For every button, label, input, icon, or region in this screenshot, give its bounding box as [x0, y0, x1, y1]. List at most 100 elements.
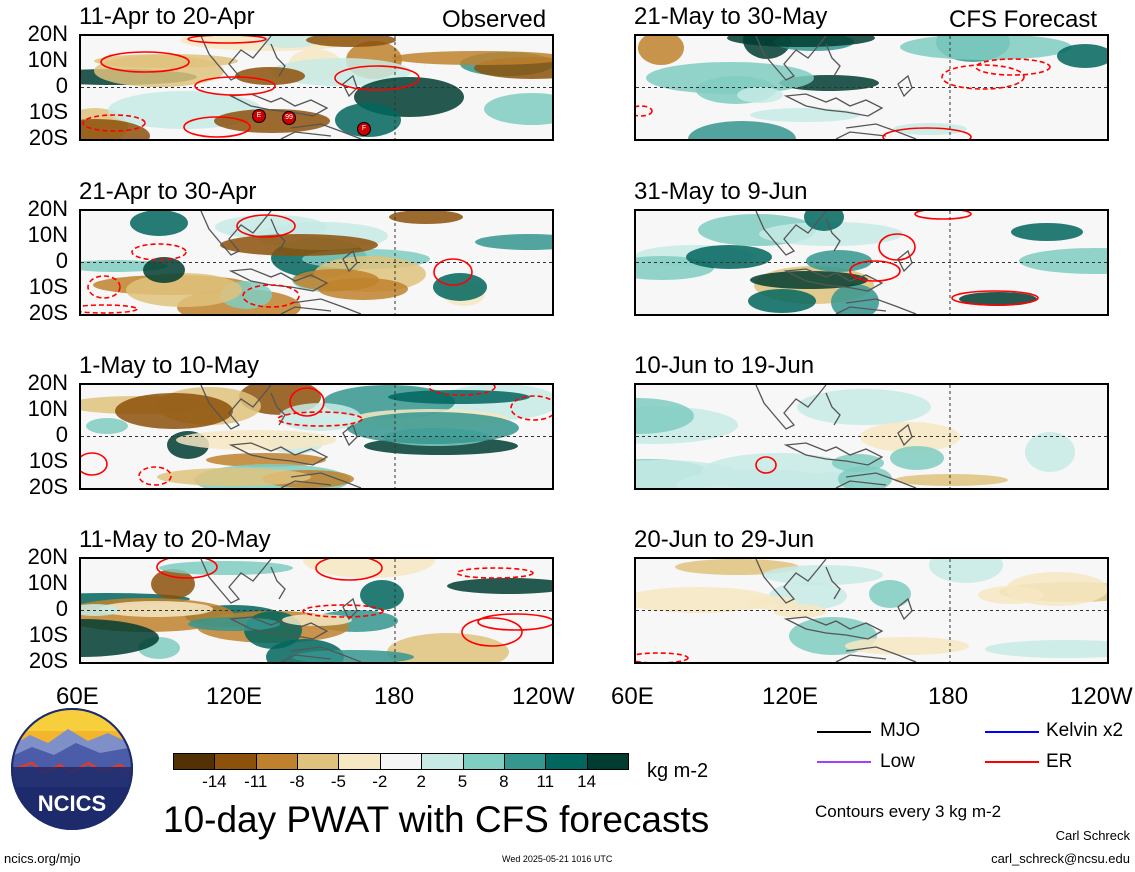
- coastline: [755, 211, 917, 314]
- colorbar-cell: [462, 753, 505, 770]
- lon-label: 120E: [762, 683, 819, 710]
- colorbar-units: kg m-2: [647, 760, 709, 782]
- colorbar-cell: [586, 753, 629, 770]
- lon-label: 120W: [1070, 683, 1133, 710]
- er-contour: [236, 214, 296, 238]
- pwat-anomaly-region: [143, 257, 185, 283]
- pwat-anomaly-region: [292, 650, 414, 662]
- er-contour: [428, 385, 496, 396]
- er-contour: [636, 105, 653, 117]
- pwat-anomaly-region: [86, 418, 128, 434]
- pwat-anomaly-region: [1019, 248, 1107, 274]
- tropical-cyclone-marker: E: [252, 109, 266, 123]
- colorbar-cell: [214, 753, 257, 770]
- coastline: [200, 559, 362, 662]
- lat-label: 20N: [27, 196, 68, 221]
- coastline: [200, 385, 362, 488]
- lat-label: 0: [55, 422, 68, 447]
- panel-title: 10-Jun to 19-Jun: [634, 352, 815, 379]
- lat-label: 20S: [28, 125, 68, 150]
- colorbar-cell: [379, 753, 423, 770]
- pwat-anomaly-region: [81, 619, 159, 657]
- pwat-anomaly-region: [831, 284, 879, 314]
- forecast-map-panel: [634, 209, 1109, 316]
- er-contour: [951, 290, 1039, 306]
- colorbar-tick-label: -8: [289, 772, 305, 791]
- panel-title: 31-May to 9-Jun: [634, 178, 808, 205]
- pwat-anomaly-region: [638, 36, 684, 65]
- pwat-anomaly-region: [748, 289, 816, 313]
- coastline: [755, 36, 917, 139]
- pwat-anomaly-region: [893, 123, 967, 135]
- tropical-cyclone-marker: F: [357, 122, 371, 136]
- legend-label: ER: [1046, 751, 1073, 772]
- logo-text: NCICS: [38, 791, 106, 816]
- lat-label: 10S: [28, 99, 68, 124]
- pwat-anomaly-region: [115, 393, 233, 429]
- pwat-anomaly-region: [894, 474, 1008, 486]
- lat-label: 10S: [28, 274, 68, 299]
- coastline: [200, 211, 362, 314]
- observed-label: Observed: [442, 6, 547, 33]
- pwat-anomaly-region: [130, 211, 188, 236]
- observed-map-panel: [79, 34, 554, 141]
- pwat-anomaly-region: [347, 412, 519, 444]
- lon-label: 120E: [206, 683, 263, 710]
- pwat-anomaly-region: [860, 422, 960, 452]
- lat-label: 20N: [27, 21, 68, 46]
- pwat-anomaly-region: [688, 121, 796, 139]
- er-contour: [82, 114, 146, 132]
- colorbar-tick-label: -14: [202, 772, 227, 791]
- er-contour: [183, 116, 251, 138]
- coastline: [755, 559, 917, 662]
- lon-label: 120W: [512, 683, 575, 710]
- pwat-anomaly-region: [797, 389, 931, 425]
- pwat-anomaly-region: [151, 569, 195, 599]
- pwat-anomaly-region: [206, 453, 326, 467]
- colorbar-tick-label: 2: [416, 772, 426, 791]
- legend-swatch-mjo: [817, 731, 871, 733]
- email-link[interactable]: carl_schreck@ncsu.edu: [991, 851, 1130, 866]
- pwat-anomaly-region: [94, 54, 238, 68]
- pwat-anomaly-region: [81, 119, 150, 139]
- forecast-map-panel: [634, 383, 1109, 490]
- pwat-anomaly-region: [220, 234, 378, 256]
- site-link[interactable]: ncics.org/mjo: [4, 851, 81, 866]
- pwat-anomaly-region: [159, 561, 293, 575]
- pwat-anomaly-region: [890, 446, 944, 470]
- pwat-anomaly-region: [389, 211, 463, 224]
- lat-label: 0: [55, 73, 68, 98]
- pwat-anomaly-region: [188, 617, 280, 631]
- er-contour: [461, 617, 523, 647]
- pwat-anomaly-region: [686, 245, 772, 269]
- lat-label: 10N: [27, 570, 68, 595]
- pwat-anomaly-region: [737, 87, 783, 103]
- pwat-anomaly-region: [806, 250, 872, 272]
- lat-label: 20S: [28, 648, 68, 673]
- pwat-anomaly-region: [235, 67, 305, 85]
- pwat-anomaly-region: [475, 234, 552, 250]
- pwat-anomaly-region: [845, 637, 969, 655]
- lat-label: 0: [55, 596, 68, 621]
- er-contour: [131, 243, 187, 261]
- pwat-anomaly-region: [433, 273, 487, 301]
- colorbar-tick-label: 11: [536, 772, 555, 791]
- legend-label: Low: [880, 751, 915, 772]
- main-title: 10-day PWAT with CFS forecasts: [163, 799, 710, 840]
- pwat-anomaly-region: [387, 633, 509, 662]
- contour-note: Contours every 3 kg m-2: [815, 802, 1002, 821]
- legend-swatch-er: [985, 761, 1039, 763]
- er-contour: [914, 211, 972, 220]
- legend-swatch-low: [817, 761, 871, 763]
- panel-title: 20-Jun to 29-Jun: [634, 526, 815, 553]
- pwat-anomaly-region: [303, 559, 435, 578]
- pwat-anomaly-region: [1025, 432, 1075, 472]
- colorbar-tick-label: -5: [330, 772, 347, 791]
- pwat-anomaly-region: [985, 640, 1107, 658]
- pwat-anomaly-region: [157, 468, 311, 486]
- lat-label: 20S: [28, 474, 68, 499]
- observed-map-panel: [79, 383, 554, 490]
- er-contour: [156, 559, 218, 579]
- pwat-anomaly-region: [126, 273, 242, 307]
- er-contour: [87, 275, 121, 299]
